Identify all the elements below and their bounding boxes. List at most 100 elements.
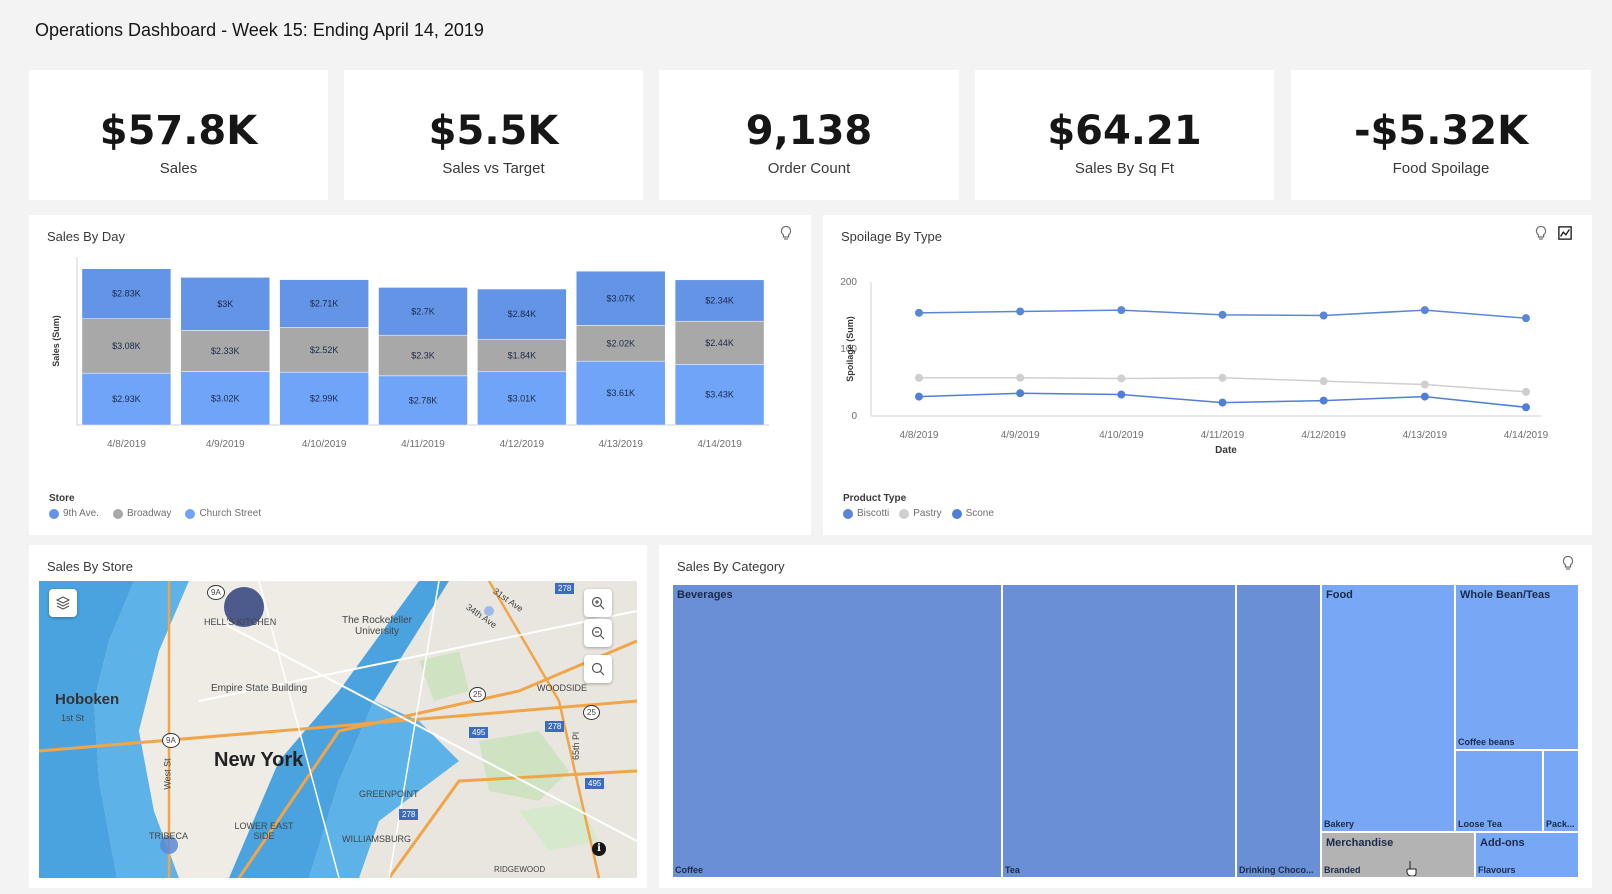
x-tick-label: 4/8/2019 [900,430,939,441]
info-icon[interactable]: i [592,842,606,856]
map-label: 1st St [61,713,85,723]
kpi-label: Sales [159,160,198,177]
bar-segment [477,371,567,426]
spoilage-legend: Biscotti Pastry Scone [843,508,994,519]
data-point [1016,307,1025,316]
map-background [39,581,637,878]
bar-segment [378,287,468,336]
lightbulb-icon[interactable] [1561,555,1575,571]
treemap-cell-coffee-beans[interactable]: Whole Bean/Teas Coffee beans [1455,584,1579,750]
data-point [1319,377,1328,386]
bar-segment [378,375,468,426]
kpi-sales[interactable]: $57.8K Sales [29,70,328,200]
legend-item[interactable]: Scone [951,508,994,519]
x-tick-label: 4/14/2019 [697,439,742,450]
data-label: $3.61K [606,388,635,398]
lightbulb-icon[interactable] [779,225,793,241]
treemap-cell-loose-tea[interactable]: Loose Tea [1455,750,1543,832]
zoom-out-icon[interactable] [584,619,612,647]
data-point [1218,310,1227,319]
kpi-value: $5.5K [428,108,559,154]
x-tick-label: 4/13/2019 [1403,430,1448,441]
treemap-cell-bakery[interactable]: Food Bakery [1321,584,1455,832]
kpi-food-spoilage[interactable]: -$5.32K Food Spoilage [1291,70,1591,200]
legend-label: Scone [965,508,994,519]
data-label: $2.3K [411,351,435,361]
map-label: West St [162,758,173,790]
data-label: $2.83K [112,289,141,299]
x-tick-label: 4/11/2019 [401,439,445,450]
treemap-group-label: Food [1326,589,1353,601]
data-point [1522,403,1530,412]
sales-by-store-panel: Sales By Store Hoboken New York Emp [29,545,647,888]
route-shield: 9A [207,585,225,600]
data-point [1420,392,1429,401]
search-icon[interactable] [584,655,612,683]
data-point [915,392,923,401]
data-point [1218,373,1227,382]
treemap-cell-tea[interactable]: Tea [1002,584,1236,878]
data-point [1117,306,1126,315]
data-point [1420,380,1429,389]
treemap-cell-label: Drinking Choco... [1239,865,1314,875]
treemap-cell-coffee[interactable]: Beverages Coffee [672,584,1002,878]
map-label: 65th Pl [571,731,582,761]
bar-segment [180,330,271,372]
bar-segment [575,360,666,426]
y-tick-label: 200 [840,277,857,288]
data-label: $3K [217,299,233,309]
x-tick-label: 4/12/2019 [500,439,545,450]
treemap-cell-label: Flavours [1478,865,1516,875]
bar-segment [180,277,271,331]
bar-segment [81,268,172,319]
kpi-value: -$5.32K [1353,108,1529,154]
bar-segment [674,320,765,365]
y-tick-label: 100 [840,344,857,355]
store-map[interactable]: Hoboken New York Empire State Building T… [39,581,637,878]
bar-segment [378,334,468,377]
map-label: The Rockefeller University [341,615,413,637]
bar-segment [477,288,567,340]
data-label: $2.33K [211,346,240,356]
route-shield: 25 [583,705,600,720]
bar-segment [81,372,172,426]
treemap-cell-packaged[interactable]: Pack... [1543,750,1579,832]
bar-segment [674,279,765,322]
y-axis-label: Spoilage (Sum) [845,316,855,382]
bar-segment [575,270,666,326]
legend-item[interactable]: Church Street [185,508,261,519]
data-label: $3.07K [606,293,635,303]
treemap-cell-drinking-chocolate[interactable]: Drinking Choco... [1236,584,1321,878]
legend-item[interactable]: Pastry [899,508,942,519]
map-label: Empire State Building [211,683,308,694]
data-point [1117,374,1126,383]
legend-label: Broadway [126,508,172,519]
treemap-cell-branded[interactable]: Merchandise Branded [1321,832,1475,878]
data-label: $2.84K [508,309,537,319]
zoom-in-icon[interactable] [584,589,612,617]
treemap-cell-flavours[interactable]: Add-ons Flavours [1475,832,1579,878]
kpi-sales-by-sq-ft[interactable]: $64.21 Sales By Sq Ft [975,70,1274,200]
kpi-order-count[interactable]: 9,138 Order Count [659,70,959,200]
treemap: Beverages Coffee Tea Drinking Choco... F… [672,584,1579,878]
data-point [1016,389,1025,398]
x-tick-label: 4/8/2019 [107,439,146,450]
legend-item[interactable]: Biscotti [843,508,889,519]
data-point [1218,398,1227,407]
treemap-group-label: Beverages [677,589,733,601]
chart-image-icon[interactable] [1558,225,1572,241]
legend-item[interactable]: Broadway [112,508,172,519]
bar-segment [180,371,271,426]
bar-segment [279,279,369,328]
lightbulb-icon[interactable] [1534,225,1548,241]
route-shield: 278 [399,809,419,820]
route-shield: 278 [545,721,565,732]
bar-segment [279,327,369,373]
data-label: $3.02K [211,393,240,403]
layers-icon[interactable] [49,589,77,617]
data-point [1319,311,1328,320]
treemap-cell-label: Pack... [1546,819,1575,829]
legend-item[interactable]: 9th Ave. [49,508,99,519]
kpi-sales-vs-target[interactable]: $5.5K Sales vs Target [344,70,643,200]
data-label: $3.08K [112,341,141,351]
